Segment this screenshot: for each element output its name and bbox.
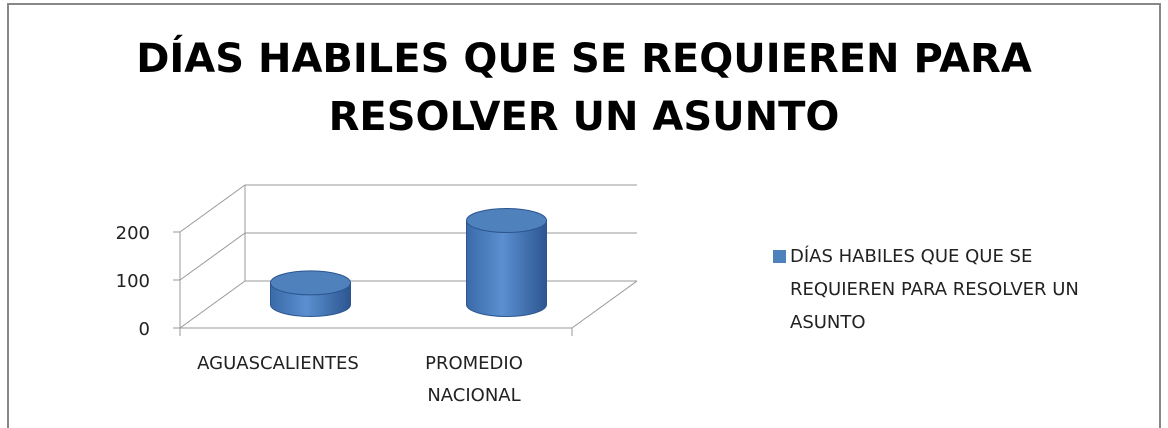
y-tick-label: 0 (139, 319, 150, 340)
y-tick-label: 200 (116, 223, 150, 244)
x-tick-label: PROMEDIO NACIONAL (425, 353, 523, 406)
legend-label: DÍAS HABILES QUE QUE SE REQUIEREN PARA R… (790, 246, 1079, 333)
x-tick-label: AGUASCALIENTES (197, 353, 359, 374)
floor-edge (571, 280, 638, 329)
legend-swatch (773, 250, 786, 263)
bar-body (466, 220, 547, 317)
bar-top (270, 270, 351, 296)
grid-line (179, 184, 637, 233)
grid-line (179, 280, 637, 329)
grid-line (179, 232, 637, 281)
chart-title: DÍAS HABILES QUE SE REQUIEREN PARA RESOL… (136, 36, 1032, 140)
chart-border (7, 3, 1161, 428)
y-tick-label: 100 (116, 271, 150, 292)
bar-top (466, 208, 547, 233)
